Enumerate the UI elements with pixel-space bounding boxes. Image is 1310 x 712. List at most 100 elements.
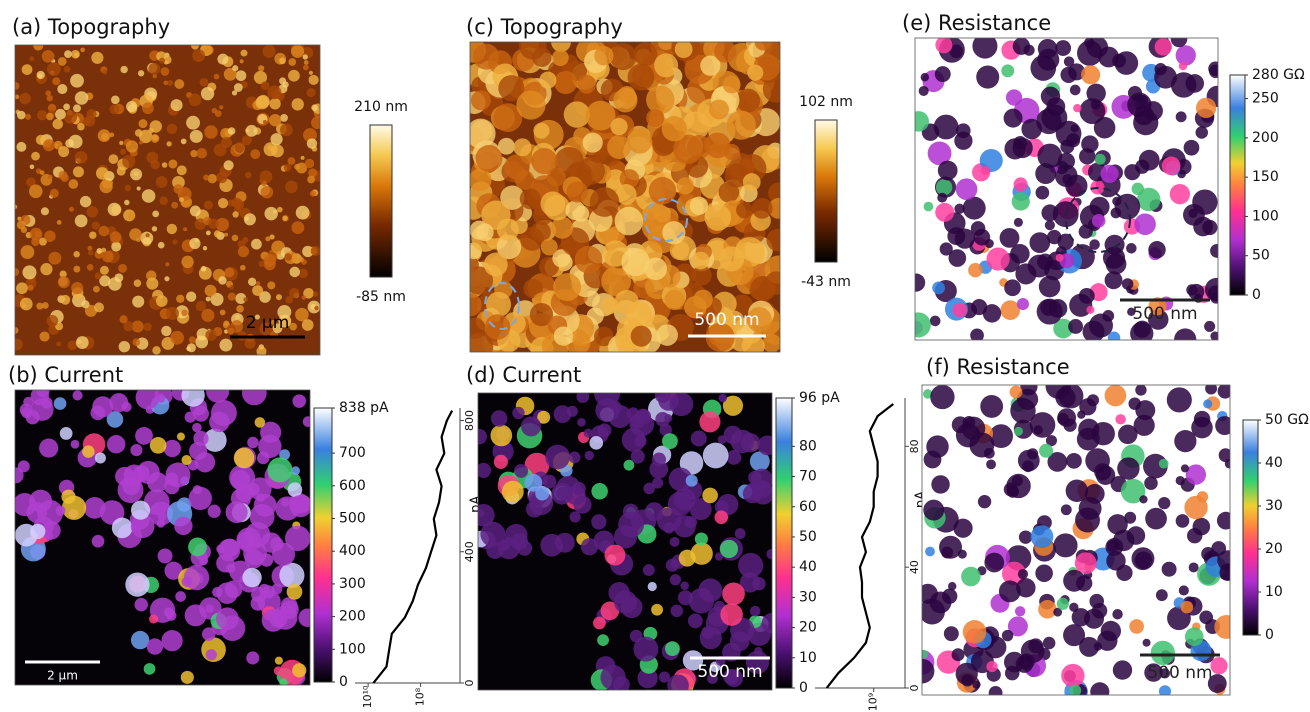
grain xyxy=(1217,550,1238,571)
grain xyxy=(1061,504,1072,515)
grain xyxy=(177,165,187,175)
grain xyxy=(156,176,168,188)
grain xyxy=(1077,428,1100,451)
grain xyxy=(242,381,267,406)
grain xyxy=(31,152,40,161)
grain xyxy=(1094,463,1111,480)
y-tick-label: 800 xyxy=(463,410,476,431)
grain xyxy=(21,245,35,259)
grain xyxy=(742,335,765,358)
grain xyxy=(111,96,120,105)
colorbar-label: 40 xyxy=(1265,455,1283,471)
grain xyxy=(241,50,248,57)
grain xyxy=(938,161,958,181)
grain xyxy=(1087,394,1099,406)
grain xyxy=(242,237,248,243)
grain xyxy=(60,427,73,440)
grain xyxy=(58,146,69,157)
colorbar-label: 50 xyxy=(799,529,817,545)
grain xyxy=(595,398,619,422)
grain xyxy=(752,198,773,219)
grain xyxy=(736,89,760,113)
grain xyxy=(766,229,788,251)
grain xyxy=(267,281,275,289)
grain xyxy=(199,556,208,565)
grain xyxy=(212,587,222,597)
grain xyxy=(978,495,991,508)
grain xyxy=(201,87,214,100)
grain xyxy=(610,118,627,135)
grain xyxy=(963,197,986,220)
grain xyxy=(485,314,510,339)
grain xyxy=(473,44,499,70)
grain xyxy=(39,331,49,341)
grain xyxy=(228,127,236,135)
grain xyxy=(1084,609,1104,629)
grain xyxy=(1027,448,1038,459)
grain xyxy=(662,433,678,449)
grain xyxy=(129,228,141,240)
grain xyxy=(224,160,234,170)
scale-bar-label: 500 nm xyxy=(694,310,759,330)
grain xyxy=(165,262,169,266)
grain xyxy=(1199,610,1213,624)
grain xyxy=(206,231,211,236)
grain xyxy=(702,488,718,504)
grain xyxy=(1181,601,1194,614)
grain xyxy=(102,251,114,263)
grain xyxy=(277,207,283,213)
grain xyxy=(219,105,223,109)
grain xyxy=(247,437,259,449)
grain xyxy=(554,326,573,345)
grain xyxy=(139,140,143,144)
grain xyxy=(686,475,698,487)
grain xyxy=(1055,40,1071,56)
grain xyxy=(1174,328,1196,350)
grain xyxy=(484,253,508,277)
grain xyxy=(167,141,172,146)
grain xyxy=(919,650,928,659)
grain xyxy=(57,220,62,225)
grain xyxy=(921,73,929,81)
grain xyxy=(919,599,945,625)
grain xyxy=(135,129,143,137)
grain xyxy=(255,96,269,110)
grain xyxy=(186,116,200,130)
grain xyxy=(639,409,648,418)
grain xyxy=(743,173,761,191)
grain xyxy=(1214,615,1238,639)
grain xyxy=(37,71,45,79)
grain xyxy=(126,101,137,112)
grain xyxy=(282,216,288,222)
grain xyxy=(476,145,503,172)
grain xyxy=(122,155,135,168)
grain xyxy=(17,221,26,230)
grain xyxy=(930,316,941,327)
grain xyxy=(110,104,120,114)
grain xyxy=(1144,476,1158,490)
grain xyxy=(1225,459,1235,469)
grain xyxy=(1089,239,1100,250)
grain xyxy=(1115,51,1139,75)
grain xyxy=(1054,533,1078,557)
grain xyxy=(292,98,304,110)
grain xyxy=(288,70,300,82)
image-panel xyxy=(8,380,317,687)
image-panel xyxy=(906,31,1229,351)
grain xyxy=(935,36,952,53)
grain xyxy=(1154,66,1177,89)
grain xyxy=(1162,562,1177,577)
panel-title: (c) Topography xyxy=(466,15,623,39)
grain xyxy=(714,511,728,525)
scale-bar-label: 2 µm xyxy=(246,313,290,333)
grain xyxy=(944,626,959,641)
grain xyxy=(55,109,66,120)
grain xyxy=(58,276,70,288)
grain xyxy=(1094,642,1102,650)
grain xyxy=(1012,192,1030,210)
grain xyxy=(75,214,88,227)
grain xyxy=(310,191,316,197)
grain xyxy=(302,295,307,300)
grain xyxy=(1219,448,1233,462)
grain xyxy=(1208,61,1222,75)
